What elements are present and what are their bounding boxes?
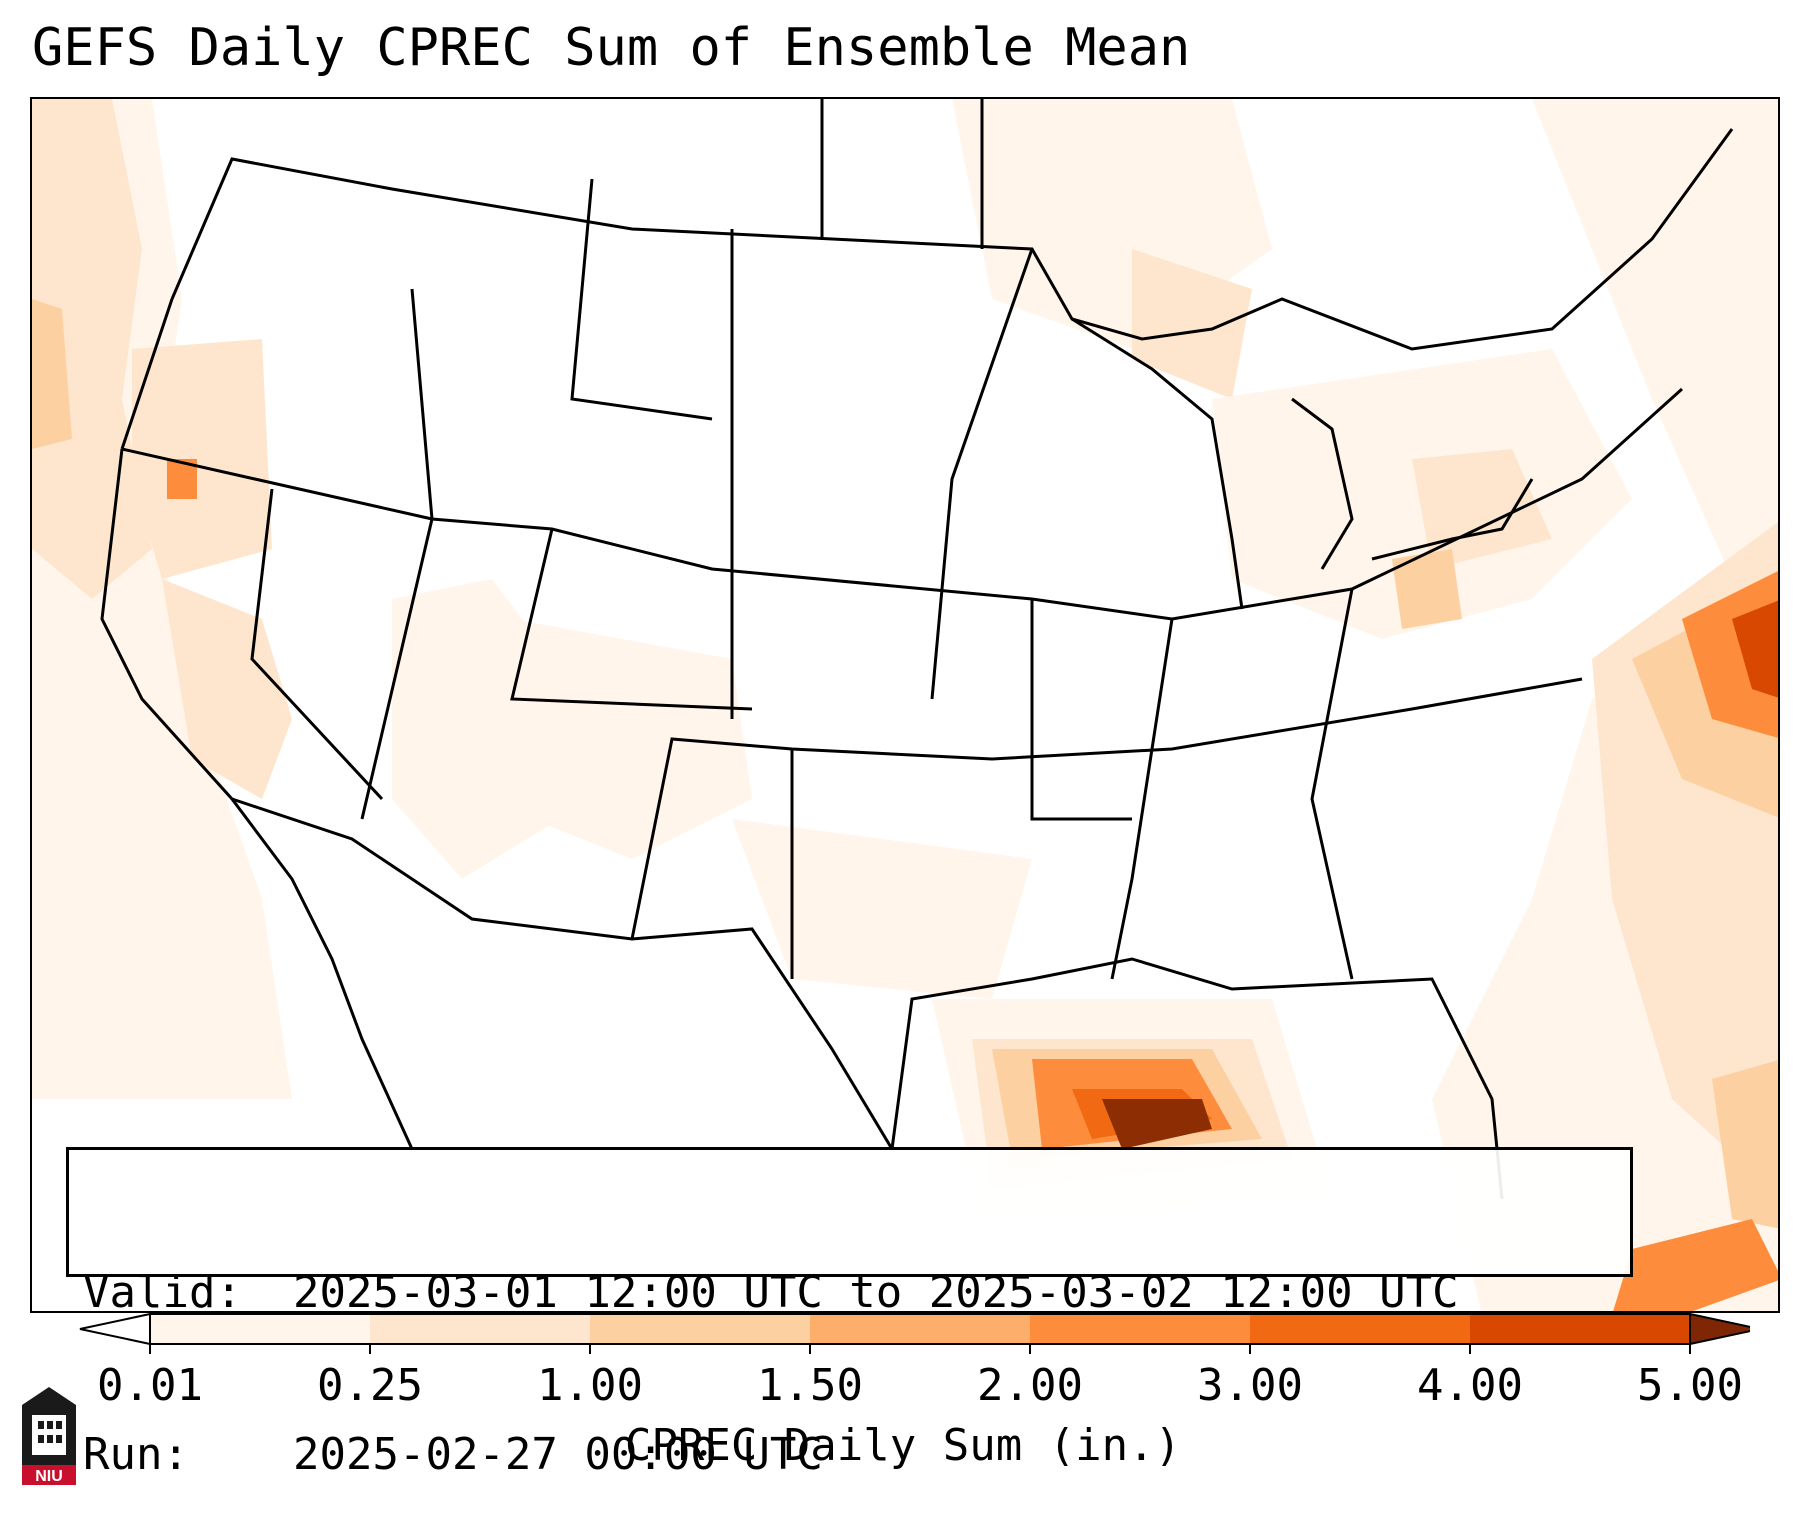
colorbar-segment <box>150 1314 371 1344</box>
colorbar-under-arrow <box>79 1312 151 1346</box>
colorbar-segment <box>1470 1314 1691 1344</box>
colorbar-tick-label: 0.25 <box>317 1360 423 1411</box>
valid-row: Valid: 2025-03-01 12:00 UTC to 2025-03-02… <box>83 1266 1616 1320</box>
run-label: Run: <box>83 1429 189 1480</box>
state-boundaries <box>100 99 1734 1200</box>
valid-label: Valid: <box>83 1267 242 1318</box>
run-info-box: Valid: 2025-03-01 12:00 UTC to 2025-03-02… <box>66 1147 1633 1480</box>
great-lakes <box>1071 317 1534 610</box>
valid-value: 2025-03-01 12:00 UTC to 2025-03-02 12:00… <box>293 1267 1459 1318</box>
run-row: Run: 2025-02-27 00:00 UTC <box>83 1428 1616 1482</box>
colorbar-tick-label: 1.00 <box>537 1360 643 1411</box>
niu-tower-logo-icon: NIU <box>22 1387 76 1485</box>
map-canvas <box>32 99 1778 1311</box>
precipitation-map <box>30 97 1780 1313</box>
colorbar-segment <box>1250 1314 1471 1344</box>
colorbar-segment <box>1030 1314 1251 1344</box>
logo-text: NIU <box>35 1468 63 1485</box>
colorbar-label: CPREC Daily Sum (in.) <box>624 1420 1182 1471</box>
colorbar-over-arrow <box>1689 1312 1750 1346</box>
colorbar-segment <box>370 1314 591 1344</box>
colorbar-tick-label: 3.00 <box>1197 1360 1303 1411</box>
colorbar-tick-label: 1.50 <box>757 1360 863 1411</box>
colorbar-tick-label: 0.01 <box>97 1360 203 1411</box>
colorbar-segment <box>810 1314 1031 1344</box>
colorbar-tick-label: 2.00 <box>977 1360 1083 1411</box>
map-title: GEFS Daily CPREC Sum of Ensemble Mean <box>32 18 1191 78</box>
colorbar-frame <box>149 1313 1691 1345</box>
colorbar <box>79 1312 1750 1354</box>
colorbar-segment <box>590 1314 811 1344</box>
colorbar-tick-label: 5.00 <box>1637 1360 1743 1411</box>
run-value: 2025-02-27 00:00 UTC <box>293 1429 823 1480</box>
colorbar-tick-label: 4.00 <box>1417 1360 1523 1411</box>
